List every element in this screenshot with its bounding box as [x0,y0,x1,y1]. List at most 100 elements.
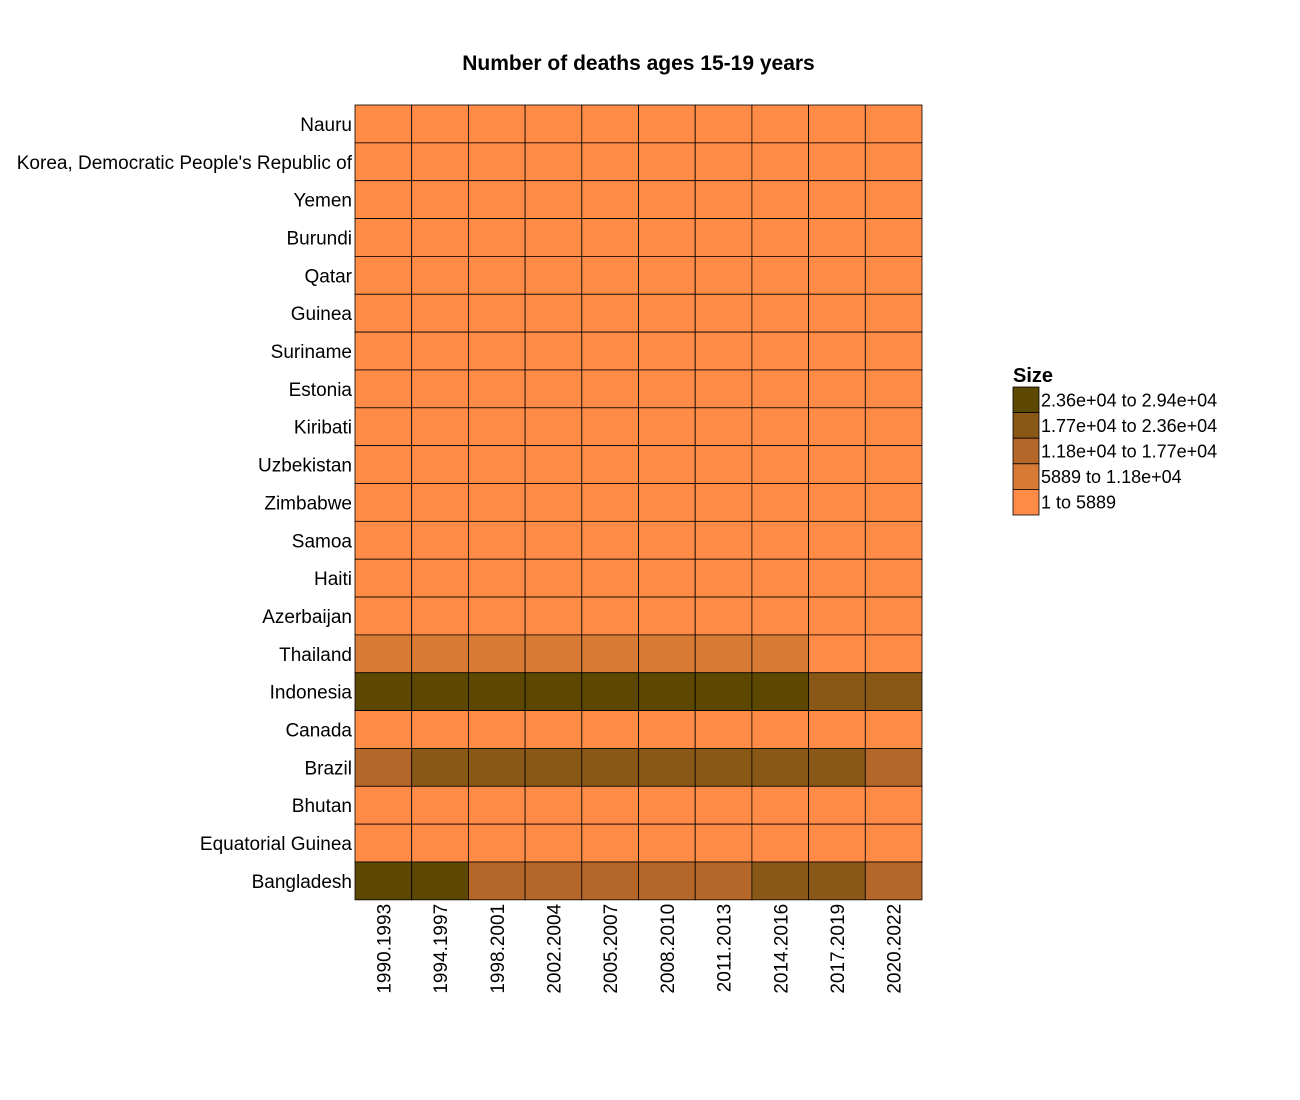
heatmap-cell [808,369,866,409]
heatmap-cell [411,407,469,447]
heatmap-cell [751,558,810,598]
heatmap-cell [581,483,639,522]
column-label: 2014.2016 [771,904,792,994]
legend: Size 2.36e+04 to 2.94e+04 1.77e+04 to 2.3… [1012,365,1217,516]
heatmap-cell [864,407,923,447]
row-label: Bangladesh [252,872,352,893]
heatmap-cell [694,218,753,257]
column-label: 2011.2013 [715,904,736,992]
heatmap-cell [638,634,696,674]
heatmap-cell [694,596,753,636]
heatmap-cell [694,748,753,787]
heatmap-cell [638,785,696,825]
heatmap-cell [751,218,810,257]
heatmap-cell [354,483,413,522]
heatmap-cell [808,558,866,598]
row-label: Korea, Democratic People's Republic of [17,153,353,174]
heatmap-cell [638,558,696,598]
heatmap-cell [694,520,753,560]
heatmap-cell [467,255,526,295]
row-label: Estonia [289,380,353,401]
heatmap-cell [411,785,469,825]
legend-label: 1 to 5889 [1041,493,1116,513]
heatmap-cell [694,293,753,333]
heatmap-cell [694,369,753,409]
row-label: Zimbabwe [264,493,352,514]
legend-label: 1.18e+04 to 1.77e+04 [1041,442,1217,462]
heatmap-cell [354,331,413,371]
heatmap-cell [411,180,469,219]
heatmap-cell [524,180,583,219]
heatmap-cell [638,293,696,333]
heatmap-cell [581,634,639,674]
legend-key [1012,437,1040,465]
heatmap-cell [751,369,810,409]
heatmap-cells [354,104,923,901]
heatmap-cell [581,445,639,484]
row-label: Bhutan [292,796,352,817]
heatmap-cell [524,558,583,598]
heatmap-cell [581,558,639,598]
heatmap-cell [524,104,583,144]
chart-title: Number of deaths ages 15-19 years [462,52,815,75]
heatmap-cell [864,445,923,484]
row-label: Azerbaijan [262,607,352,628]
column-labels: 1990.1993 1994.1997 1998.2001 2002.2004 2005… [374,903,905,993]
heatmap-cell [864,596,923,636]
heatmap-cell [808,104,866,144]
heatmap-cell [864,634,923,674]
heatmap-cell [467,710,526,749]
legend-key [1012,412,1040,439]
row-label: Burundi [287,228,353,249]
heatmap-cell [354,710,413,749]
heatmap-cell [694,558,753,598]
heatmap-cell [808,293,866,333]
row-label: Qatar [304,266,352,287]
heatmap-cell [864,672,923,711]
row-label: Haiti [314,569,352,590]
heatmap-cell [411,293,469,333]
heatmap-cell [467,483,526,522]
row-labels: Nauru Korea, Democratic People's Republic… [17,115,353,893]
heatmap-cell [524,748,583,787]
heatmap-cell [354,823,413,863]
heatmap-cell [751,293,810,333]
heatmap-cell [354,748,413,787]
legend-key [1012,386,1040,414]
heatmap-cell [411,710,469,749]
heatmap-cell [524,293,583,333]
heatmap-cell [808,596,866,636]
heatmap-cell [524,407,583,447]
heatmap-cell [354,634,413,674]
row-label: Uzbekistan [258,456,352,477]
heatmap-cell [694,483,753,522]
heatmap-cell [467,672,526,711]
heatmap-cell [694,104,753,144]
row-label: Yemen [294,191,352,212]
heatmap-cell [638,710,696,749]
heatmap-cell [467,407,526,447]
heatmap-cell [638,483,696,522]
legend-title: Size [1013,365,1053,387]
row-label: Brazil [304,758,352,779]
column-label: 1998.2001 [488,904,509,994]
heatmap-cell [354,445,413,484]
heatmap-cell [751,520,810,560]
heatmap-cell [354,293,413,333]
heatmap-cell [751,180,810,219]
heatmap-cell [354,785,413,825]
heatmap-cell [467,861,526,901]
legend-key [1012,488,1040,516]
row-label: Guinea [291,304,353,325]
row-label: Samoa [292,531,353,552]
heatmap-cell [354,861,413,901]
heatmap-cell [808,142,866,182]
row-label: Equatorial Guinea [200,834,353,855]
heatmap-cell [808,255,866,295]
heatmap-cell [524,596,583,636]
heatmap-cell [694,331,753,371]
heatmap-cell [467,369,526,409]
heatmap-cell [411,369,469,409]
heatmap-cell [694,255,753,295]
